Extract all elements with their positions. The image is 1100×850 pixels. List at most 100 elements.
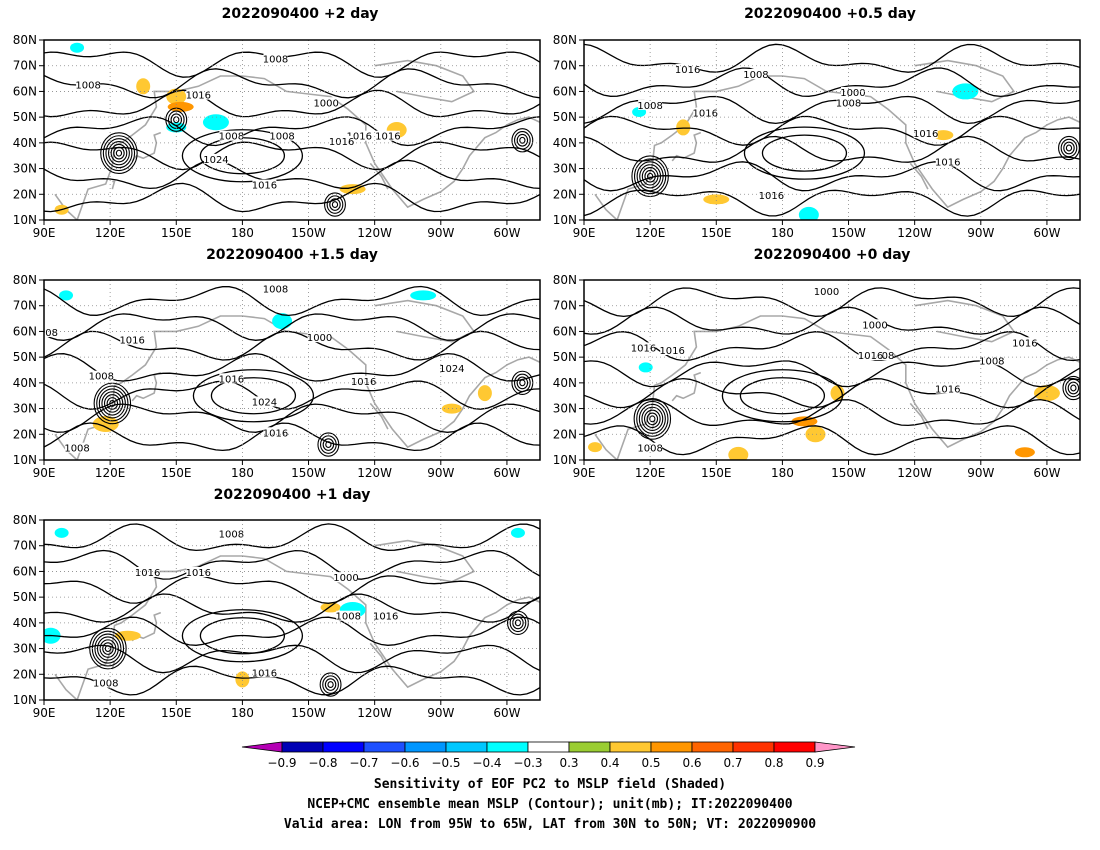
colorbar-tick-label: −0.7 <box>349 756 378 770</box>
colorbar-swatch <box>445 741 488 753</box>
map-panel-3: 1008 1016 1000 1008 1016 1016 1024 1024 1016 1008… <box>13 273 541 478</box>
contour-label: 1016 <box>252 181 277 192</box>
contour-label: 008 <box>39 328 58 339</box>
x-tick-label: 120E <box>635 466 666 478</box>
y-tick-label: 10N <box>13 453 37 467</box>
y-tick-label: 50N <box>13 350 37 364</box>
y-tick-label: 30N <box>553 162 577 176</box>
sensitivity-shade <box>136 78 151 95</box>
contour-label: 1016 <box>935 385 960 396</box>
contour-label: 1000 <box>333 573 358 584</box>
colorbar-tick-label: −0.4 <box>472 756 501 770</box>
contour-label: 1000 <box>814 287 839 298</box>
y-tick-label: 30N <box>13 642 37 656</box>
y-tick-label: 70N <box>13 299 37 313</box>
sensitivity-shade <box>272 313 293 330</box>
y-tick-label: 70N <box>553 59 577 73</box>
sensitivity-shade <box>114 630 141 641</box>
x-tick-label: 150E <box>161 706 192 718</box>
caption-line-1: Sensitivity of EOF PC2 to MSLP field (Sh… <box>373 777 727 792</box>
sensitivity-shade <box>933 130 954 141</box>
x-tick-label: 90W <box>427 706 454 718</box>
sensitivity-shade <box>588 442 603 453</box>
x-tick-label: 90E <box>33 226 56 238</box>
x-tick-label: 90E <box>33 466 56 478</box>
contour-label: 1008 <box>979 356 1004 367</box>
y-tick-label: 70N <box>13 59 37 73</box>
y-tick-label: 60N <box>13 564 37 578</box>
x-tick-label: 120W <box>357 706 392 718</box>
x-tick-label: 180 <box>231 706 254 718</box>
sensitivity-shade <box>798 206 819 220</box>
contour-label: 1016 <box>759 191 784 202</box>
sensitivity-shade <box>728 446 749 460</box>
colorbar-tick-label: −0.5 <box>431 756 460 770</box>
contour-label: 1016 <box>347 132 372 143</box>
y-tick-label: 80N <box>13 513 37 527</box>
x-tick-label: 60W <box>493 706 520 718</box>
y-tick-label: 30N <box>13 162 37 176</box>
sensitivity-shade <box>703 194 730 205</box>
contour-label: 1000 <box>840 88 865 99</box>
x-tick-label: 60W <box>493 466 520 478</box>
x-tick-label: 90W <box>967 226 994 238</box>
colorbar-tick-label: 0.8 <box>764 756 783 770</box>
contour-label: 1008 <box>263 284 288 295</box>
y-tick-label: 20N <box>553 427 577 441</box>
contour-label: 1024 <box>252 397 277 408</box>
y-tick-label: 20N <box>13 667 37 681</box>
y-tick-label: 40N <box>13 136 37 150</box>
colorbar-swatch <box>609 741 652 753</box>
panel-title-2: 2022090400 +0.5 day <box>744 6 916 22</box>
x-tick-label: 60W <box>1033 226 1060 238</box>
y-tick-label: 60N <box>553 84 577 98</box>
contour-label: 1008 <box>743 70 768 81</box>
sensitivity-shade <box>202 114 229 131</box>
y-tick-label: 10N <box>13 213 37 227</box>
sensitivity-shade <box>676 119 691 136</box>
x-tick-label: 150W <box>291 706 326 718</box>
caption-line-3: Valid area: LON from 95W to 65W, LAT fro… <box>283 817 817 832</box>
colorbar-swatch <box>568 741 611 753</box>
contour-label: 1008 <box>219 132 244 143</box>
y-tick-label: 20N <box>553 187 577 201</box>
y-tick-label: 50N <box>553 110 577 124</box>
colorbar-tick-label: −0.3 <box>513 756 542 770</box>
contour-label: 1024 <box>203 155 228 166</box>
y-tick-label: 50N <box>553 350 577 364</box>
contour-label: 1008 <box>64 444 89 455</box>
colorbar-min-arrow <box>241 741 283 753</box>
x-tick-label: 180 <box>231 466 254 478</box>
y-tick-label: 80N <box>13 273 37 287</box>
y-tick-label: 10N <box>553 213 577 227</box>
x-tick-label: 120W <box>897 226 932 238</box>
x-tick-label: 60W <box>493 226 520 238</box>
y-tick-label: 40N <box>553 376 577 390</box>
contour-label: 1016 <box>631 343 656 354</box>
sensitivity-shade <box>1014 447 1035 458</box>
y-tick-label: 80N <box>13 33 37 47</box>
x-tick-label: 120W <box>357 226 392 238</box>
map-panel-4: 1000101610161000100810161008101610161008… <box>553 273 1081 478</box>
x-tick-label: 120E <box>95 706 126 718</box>
colorbar-tick-label: 0.5 <box>641 756 660 770</box>
colorbar-swatch <box>281 741 324 753</box>
colorbar-tick-label: 0.7 <box>723 756 742 770</box>
sensitivity-shade <box>167 101 194 112</box>
x-tick-label: 150W <box>831 226 866 238</box>
x-tick-label: 90E <box>573 226 596 238</box>
x-tick-label: 90W <box>427 226 454 238</box>
contour-label: 1008 <box>219 529 244 540</box>
contour-label: 1016 <box>351 377 376 388</box>
x-tick-label: 150W <box>291 466 326 478</box>
x-tick-label: 120W <box>357 466 392 478</box>
contour-label: 1016 <box>329 137 354 148</box>
contour-label: 1016 <box>375 132 400 143</box>
x-tick-label: 150E <box>161 466 192 478</box>
contour-label: 1016 <box>858 351 883 362</box>
colorbar-tick-label: −0.8 <box>308 756 337 770</box>
contour-label: 1016 <box>119 336 144 347</box>
x-tick-label: 120W <box>897 466 932 478</box>
colorbar-tick-label: 0.4 <box>600 756 619 770</box>
y-tick-label: 20N <box>13 187 37 201</box>
